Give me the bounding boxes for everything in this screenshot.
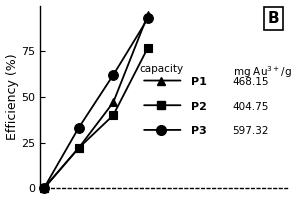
Text: P2: P2 bbox=[190, 102, 206, 112]
Y-axis label: Efficiency (%): Efficiency (%) bbox=[6, 54, 19, 140]
Text: 404.75: 404.75 bbox=[232, 102, 269, 112]
Text: P3: P3 bbox=[190, 126, 206, 136]
Text: 597.32: 597.32 bbox=[232, 126, 269, 136]
Text: capacity: capacity bbox=[139, 64, 183, 74]
Text: P1: P1 bbox=[190, 77, 206, 87]
Text: B: B bbox=[268, 11, 279, 26]
Text: mg Au$^{3+}$/g: mg Au$^{3+}$/g bbox=[232, 64, 291, 80]
Text: 468.15: 468.15 bbox=[232, 77, 269, 87]
